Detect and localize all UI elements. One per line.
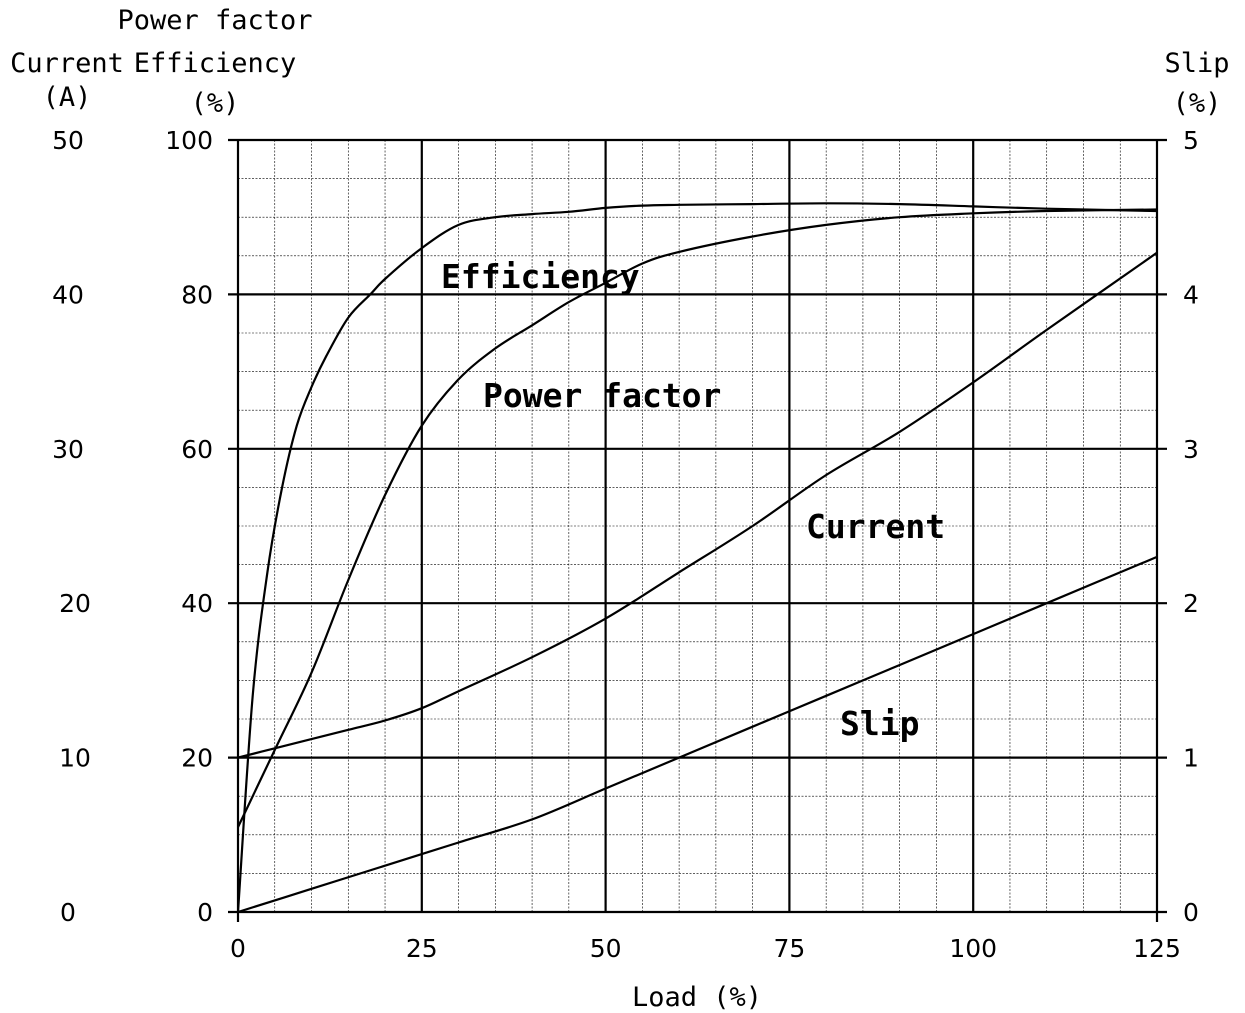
minor-grid xyxy=(238,140,1157,912)
left-outer-axis-title: Current (A) xyxy=(10,48,124,113)
slip-tick-label: 5 xyxy=(1183,126,1199,155)
efficiency-curve-label: Efficiency xyxy=(441,257,640,296)
power-factor-axis-title: Power factor xyxy=(117,5,312,36)
x-tick-label: 75 xyxy=(773,934,805,963)
slip-curve-label: Slip xyxy=(840,704,919,743)
slip-tick-label: 0 xyxy=(1183,898,1199,927)
curves xyxy=(236,202,1158,914)
slip-axis-title: Slip xyxy=(1164,48,1229,79)
percent-tick-label: 40 xyxy=(181,589,213,618)
left-inner-axis-title: Power factor Efficiency (%) xyxy=(117,5,312,119)
percent-axis-unit: (%) xyxy=(191,88,240,119)
slip-tick-label: 3 xyxy=(1183,435,1199,464)
current-tick-label: 10 xyxy=(59,744,91,773)
slip-tick-label: 4 xyxy=(1183,280,1199,309)
current-tick-label: 0 xyxy=(60,898,76,927)
x-tick-label: 100 xyxy=(949,934,997,963)
slip-axis-unit: (%) xyxy=(1173,88,1222,119)
right-axis-title: Slip (%) xyxy=(1164,48,1229,119)
x-tick-label: 125 xyxy=(1133,934,1181,963)
x-tick-label: 50 xyxy=(590,934,622,963)
current-tick-label: 50 xyxy=(52,126,84,155)
percent-tick-label: 80 xyxy=(181,280,213,309)
current-tick-label: 20 xyxy=(59,589,91,618)
efficiency-axis-title: Efficiency xyxy=(134,48,297,79)
current-axis-title-line2: (A) xyxy=(43,82,92,113)
major-grid xyxy=(228,138,1167,922)
x-tick-label: 0 xyxy=(230,934,246,963)
x-axis-title: Load (%) xyxy=(632,982,762,1013)
current-line xyxy=(237,251,1158,759)
efficiency-line xyxy=(236,202,1158,913)
percent-tick-label: 0 xyxy=(197,898,213,927)
current-tick-label: 40 xyxy=(52,280,84,309)
slip-line xyxy=(237,555,1158,914)
percent-tick-label: 60 xyxy=(181,435,213,464)
current-axis-title-line1: Current xyxy=(10,48,124,79)
percent-tick-label: 100 xyxy=(165,126,213,155)
current-tick-label: 30 xyxy=(52,435,84,464)
tick-labels: 0 25 50 75 100 125020406080100010203040500123… xyxy=(52,126,1199,963)
slip-tick-label: 2 xyxy=(1183,589,1199,618)
power-factor-curve-label: Power factor xyxy=(483,376,721,415)
x-tick-label: 25 xyxy=(406,934,438,963)
slip-tick-label: 1 xyxy=(1183,744,1199,773)
current-curve-label: Current xyxy=(806,507,945,546)
percent-tick-label: 20 xyxy=(181,744,213,773)
power-factor-line xyxy=(237,208,1158,828)
